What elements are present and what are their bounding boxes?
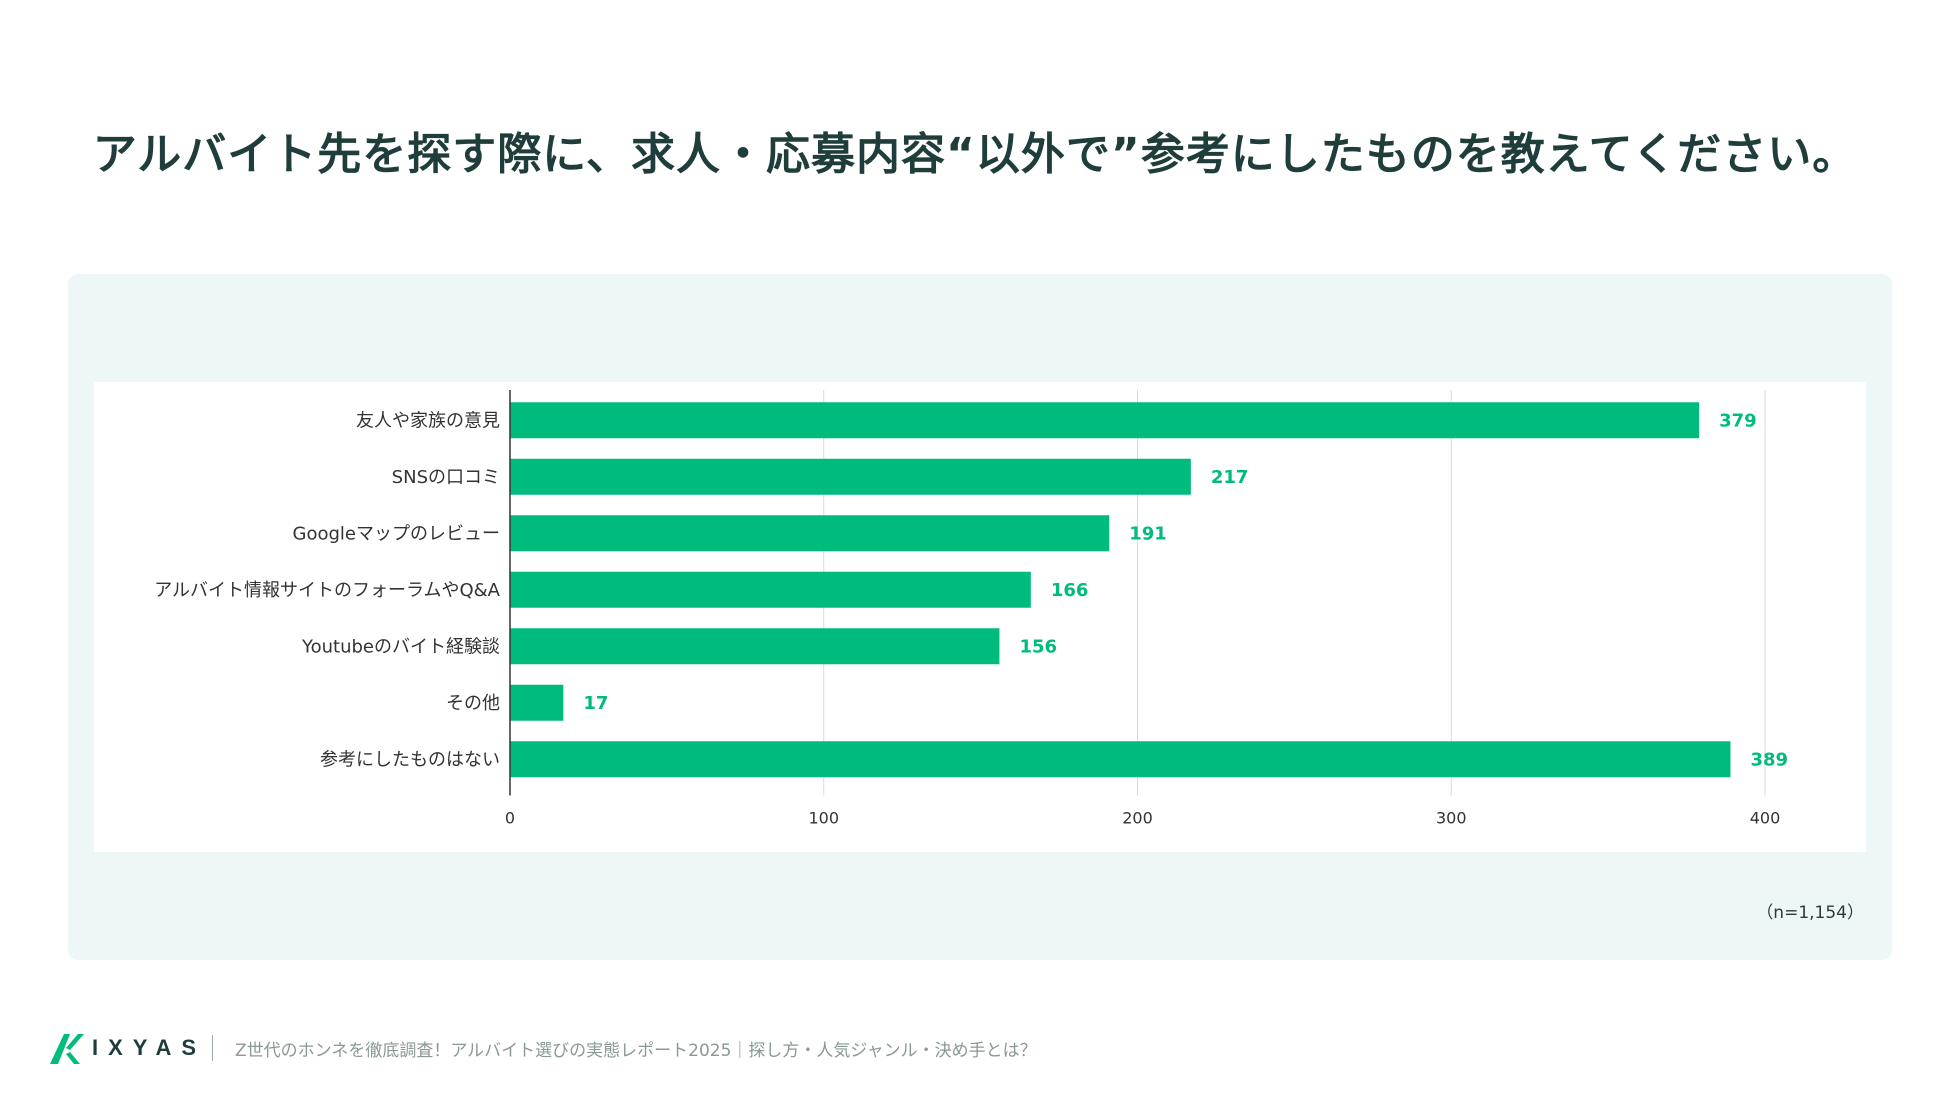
category-label: Youtubeのバイト経験談: [301, 636, 500, 657]
category-label: その他: [446, 693, 500, 714]
data-label: 166: [1051, 580, 1089, 601]
sample-size-note: （n=1,154）: [1756, 903, 1864, 923]
bar: [510, 458, 1191, 495]
category-label: 参考にしたものはない: [320, 749, 500, 770]
category-label: SNSの口コミ: [392, 467, 500, 488]
bar: [510, 741, 1731, 778]
bar: [510, 402, 1700, 439]
category-label: アルバイト情報サイトのフォーラムやQ&A: [154, 580, 500, 601]
x-tick-label: 0: [505, 809, 515, 828]
bar: [510, 628, 1000, 665]
data-label: 217: [1211, 467, 1249, 488]
footer-divider: [212, 1035, 214, 1061]
x-tick-label: 300: [1436, 809, 1467, 828]
data-label: 156: [1019, 636, 1057, 657]
bar-chart: 0 100 200 300 400 友人や家族の意見 379 SNSの口コミ 217 Google…: [154, 390, 1788, 828]
plot-area: 0 100 200 300 400 友人や家族の意見 379 SNSの口コミ 217 Google…: [94, 382, 1866, 852]
footer: IXYAS Z世代のホンネを徹底調査！アルバイト選びの実態レポート2025｜探し…: [48, 1028, 1037, 1068]
page-title: アルバイト先を探す際に、求人・応募内容“以外で”参考にしたものを教えてください。: [92, 129, 1858, 180]
data-label: 191: [1129, 523, 1167, 544]
logo-icon: [50, 1034, 84, 1064]
bar: [510, 515, 1110, 552]
footer-caption: Z世代のホンネを徹底調査！アルバイト選びの実態レポート2025｜探し方・人気ジャ…: [235, 1040, 1037, 1061]
x-tick-label: 200: [1122, 809, 1153, 828]
category-label: 友人や家族の意見: [356, 410, 500, 431]
logo-text: IXYAS: [92, 1035, 207, 1060]
data-label: 17: [583, 693, 608, 714]
bar: [510, 571, 1031, 608]
category-label: Googleマップのレビュー: [293, 523, 500, 544]
data-label: 379: [1719, 410, 1757, 431]
x-tick-label: 100: [808, 809, 839, 828]
bar: [510, 684, 564, 721]
data-label: 389: [1750, 749, 1788, 770]
x-tick-label: 400: [1750, 809, 1781, 828]
